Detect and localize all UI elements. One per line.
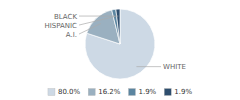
- leader-line: [79, 23, 101, 34]
- legend-label: 16.2%: [98, 88, 121, 96]
- legend-label: 1.9%: [174, 88, 192, 96]
- legend-label: 1.9%: [138, 88, 156, 96]
- leader-line: [136, 66, 161, 67]
- annotation: HISPANIC: [44, 21, 77, 29]
- legend-label: 80.0%: [58, 88, 81, 96]
- legend-swatch: [88, 89, 95, 96]
- pie: WHITE A.I.HISPANICBLACK: [44, 9, 185, 79]
- annotation: A.I.: [66, 30, 77, 38]
- leader-line: [79, 16, 118, 17]
- annotation: WHITE: [163, 63, 186, 71]
- legend-item: 1.9%: [128, 88, 156, 96]
- pie-slice: [87, 10, 120, 44]
- legend-item: 80.0%: [48, 88, 81, 96]
- legend-swatch: [48, 89, 55, 96]
- pie-slice: [116, 9, 120, 44]
- legend-swatch: [128, 89, 135, 96]
- legend-swatch: [164, 89, 171, 96]
- legend-item: 16.2%: [88, 88, 121, 96]
- leader-line: [79, 16, 115, 25]
- pie-slice: [112, 9, 120, 44]
- legend: 80.0% 16.2% 1.9% 1.9%: [48, 88, 192, 96]
- chart: WHITE A.I.HISPANICBLACK 80.0% 16.2% 1.9% 1.9%: [0, 0, 240, 100]
- legend-item: 1.9%: [164, 88, 192, 96]
- pie-slice: [85, 9, 155, 79]
- annotation: BLACK: [54, 12, 77, 20]
